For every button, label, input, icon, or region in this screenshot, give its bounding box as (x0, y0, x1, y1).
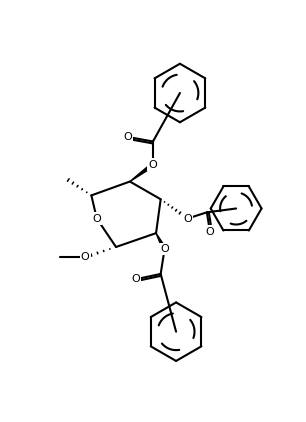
Text: O: O (123, 132, 132, 142)
Text: O: O (149, 160, 157, 170)
Text: O: O (92, 214, 101, 224)
Text: O: O (131, 274, 140, 284)
Text: O: O (206, 227, 214, 237)
Text: O: O (81, 252, 90, 262)
Polygon shape (130, 163, 154, 181)
Text: O: O (160, 244, 169, 254)
Polygon shape (156, 233, 166, 250)
Text: O: O (183, 214, 192, 224)
